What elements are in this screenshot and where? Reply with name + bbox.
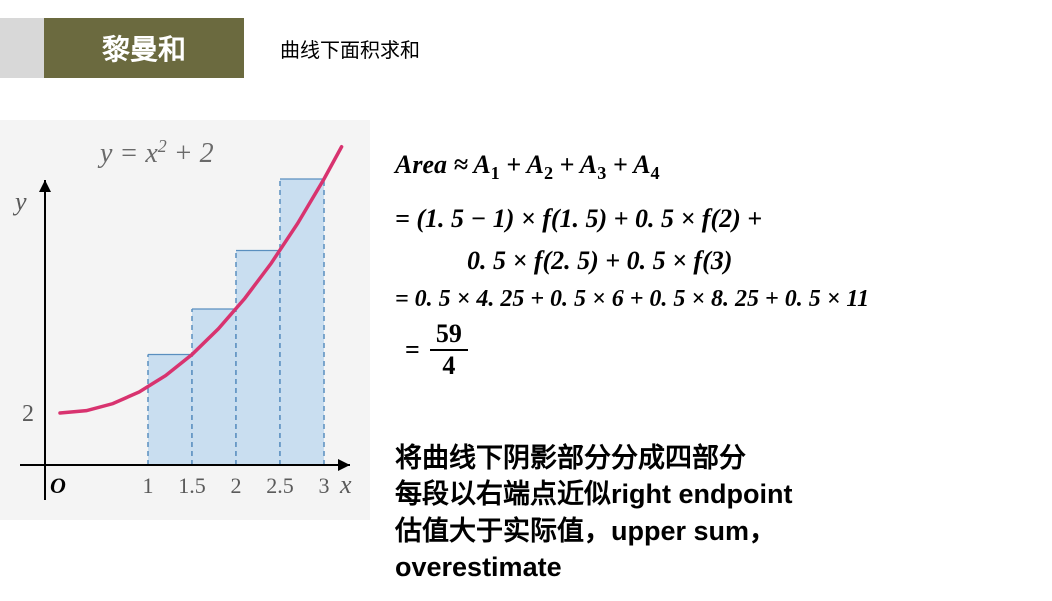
svg-text:1.5: 1.5 — [178, 473, 206, 498]
chart-svg: 2 1 1.5 2 2.5 3 Oy x y = x2 + 2 — [0, 120, 370, 520]
math-line-area: Area ≈ A1 + A2 + A3 + A4 — [395, 150, 1045, 184]
explain-line-2: 每段以右端点近似right endpoint — [395, 476, 1035, 512]
svg-text:3: 3 — [319, 473, 330, 498]
riemann-chart: 2 1 1.5 2 2.5 3 Oy x y = x2 + 2 — [0, 120, 370, 520]
explanation-block: 将曲线下阴影部分分成四部分 每段以右端点近似right endpoint 估值大… — [395, 440, 1035, 586]
explain-line-3: 估值大于实际值，upper sum， — [395, 513, 1035, 549]
title-text: 黎曼和 — [102, 28, 186, 68]
explain-line-4: overestimate — [395, 549, 1035, 585]
math-line-2b: 0. 5 × f(2. 5) + 0. 5 × f(3) — [395, 246, 1045, 276]
title-box: 黎曼和 — [44, 18, 244, 78]
header-bar: 黎曼和 曲线下面积求和 — [0, 18, 1052, 78]
equals-sign: = — [395, 335, 420, 365]
math-derivation: Area ≈ A1 + A2 + A3 + A4 = (1. 5 − 1) × … — [395, 150, 1045, 403]
math-line-3: = 0. 5 × 4. 25 + 0. 5 × 6 + 0. 5 × 8. 25… — [395, 286, 1045, 313]
svg-text:O: O — [50, 473, 66, 498]
math-line-frac: = 59 4 — [395, 321, 1045, 379]
svg-text:2.5: 2.5 — [266, 473, 294, 498]
math-line-2a: = (1. 5 − 1) × f(1. 5) + 0. 5 × f(2) + — [395, 202, 1045, 236]
subtitle-text: 曲线下面积求和 — [280, 34, 420, 63]
svg-text:1: 1 — [143, 473, 154, 498]
svg-text:y: y — [12, 187, 27, 216]
explain-line-1: 将曲线下阴影部分分成四部分 — [395, 440, 1035, 476]
svg-text:2: 2 — [22, 401, 34, 427]
fraction-numerator: 59 — [430, 321, 468, 351]
fraction-denominator: 4 — [442, 351, 455, 379]
svg-text:2: 2 — [231, 473, 242, 498]
header-gray-strip — [0, 18, 44, 78]
svg-text:x: x — [339, 470, 352, 499]
svg-text:y = x2 + 2: y = x2 + 2 — [97, 136, 214, 169]
fraction: 59 4 — [430, 321, 468, 379]
